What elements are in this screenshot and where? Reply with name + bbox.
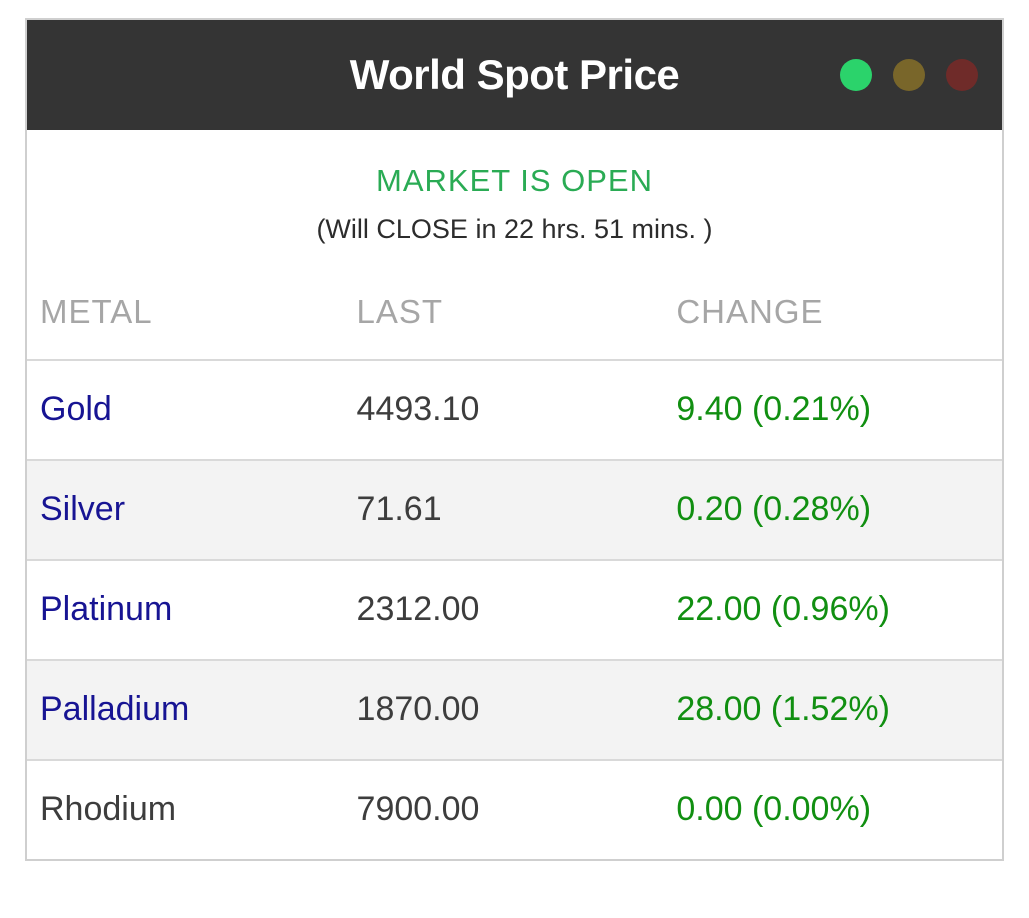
metal-cell: Platinum: [27, 560, 357, 660]
metal-cell: Rhodium: [27, 760, 357, 859]
metal-cell: Gold: [27, 360, 357, 460]
metal-link: Rhodium: [40, 790, 177, 828]
change-value: 9.40 (0.21%): [676, 390, 872, 428]
price-table: METAL LAST CHANGE Gold 4493.10 9.40 (0.2…: [27, 267, 1002, 859]
table-row: Palladium 1870.00 28.00 (1.52%): [27, 660, 1002, 760]
last-price: 1870.00: [356, 690, 480, 728]
column-header-last: LAST: [356, 293, 444, 330]
yellow-dot-icon: [893, 59, 925, 91]
change-value: 28.00 (1.52%): [676, 690, 890, 728]
last-price: 7900.00: [356, 790, 480, 828]
green-dot-icon: [840, 59, 872, 91]
table-header-row: METAL LAST CHANGE: [27, 267, 1002, 360]
change-value: 22.00 (0.96%): [676, 590, 890, 628]
world-spot-price-widget: World Spot Price MARKET IS OPEN (Will CL…: [25, 18, 1004, 861]
change-value: 0.00 (0.00%): [676, 790, 872, 828]
red-dot-icon: [946, 59, 978, 91]
metal-link[interactable]: Gold: [40, 390, 112, 428]
table-row: Rhodium 7900.00 0.00 (0.00%): [27, 760, 1002, 859]
metal-link[interactable]: Silver: [40, 490, 126, 528]
market-status-section: MARKET IS OPEN (Will CLOSE in 22 hrs. 51…: [27, 130, 1002, 245]
change-value: 0.20 (0.28%): [676, 490, 872, 528]
metal-link[interactable]: Palladium: [40, 690, 190, 728]
last-price: 2312.00: [356, 590, 480, 628]
table-row: Gold 4493.10 9.40 (0.21%): [27, 360, 1002, 460]
metal-cell: Palladium: [27, 660, 357, 760]
market-status-text: MARKET IS OPEN: [376, 163, 653, 198]
widget-header: World Spot Price: [27, 20, 1002, 130]
column-header-metal: METAL: [40, 293, 153, 330]
market-countdown-text: (Will CLOSE in 22 hrs. 51 mins. ): [316, 214, 713, 244]
widget-title: World Spot Price: [349, 51, 680, 98]
status-dots: [840, 59, 978, 91]
table-row: Platinum 2312.00 22.00 (0.96%): [27, 560, 1002, 660]
metal-link[interactable]: Platinum: [40, 590, 173, 628]
table-row: Silver 71.61 0.20 (0.28%): [27, 460, 1002, 560]
metal-cell: Silver: [27, 460, 357, 560]
price-table-body: Gold 4493.10 9.40 (0.21%) Silver 71.61 0…: [27, 360, 1002, 859]
last-price: 4493.10: [356, 390, 480, 428]
last-price: 71.61: [356, 490, 442, 528]
column-header-change: CHANGE: [676, 293, 824, 330]
